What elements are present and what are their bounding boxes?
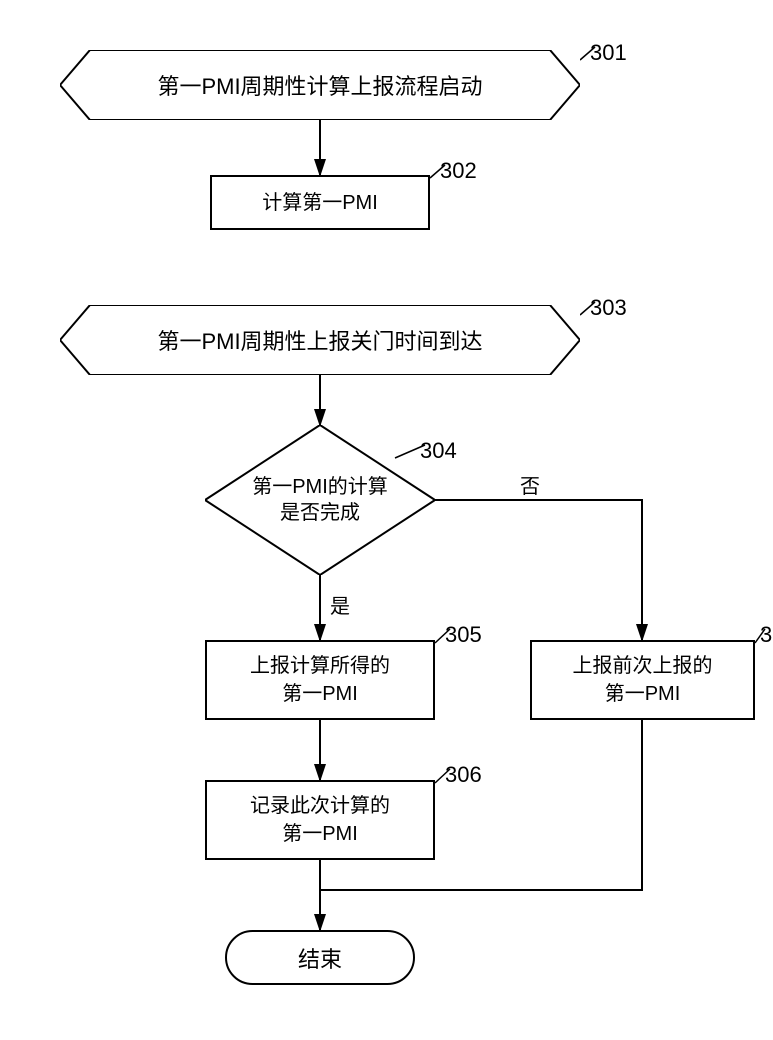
label-302: 302 [440, 158, 477, 184]
label-306: 306 [445, 762, 482, 788]
node-text: 计算第一PMI [262, 189, 378, 217]
node-report-previous: 上报前次上报的第一PMI [530, 640, 755, 720]
label-no: 否 [520, 470, 540, 499]
node-report-computed: 上报计算所得的第一PMI [205, 640, 435, 720]
label-307: 307 [760, 622, 773, 648]
node-text: 记录此次计算的第一PMI [250, 792, 390, 848]
node-start-process: 第一PMI周期性计算上报流程启动 [60, 50, 580, 120]
node-text: 结束 [298, 942, 342, 974]
node-text: 第一PMI周期性计算上报流程启动 [157, 69, 482, 101]
label-303: 303 [590, 295, 627, 321]
node-compute-pmi: 计算第一PMI [210, 175, 430, 230]
node-decision-complete: 第一PMI的计算是否完成 [205, 425, 435, 575]
label-305: 305 [445, 622, 482, 648]
label-yes: 是 [330, 590, 350, 619]
node-deadline-reached: 第一PMI周期性上报关门时间到达 [60, 305, 580, 375]
node-text: 上报前次上报的第一PMI [573, 652, 713, 708]
node-text: 第一PMI周期性上报关门时间到达 [157, 324, 482, 356]
label-301: 301 [590, 40, 627, 66]
node-record-computed: 记录此次计算的第一PMI [205, 780, 435, 860]
flowchart-canvas: 第一PMI周期性计算上报流程启动 301 计算第一PMI 302 第一PMI周期… [20, 20, 773, 1020]
node-text: 上报计算所得的第一PMI [250, 652, 390, 708]
node-end: 结束 [225, 930, 415, 985]
node-text: 第一PMI的计算是否完成 [252, 474, 388, 526]
